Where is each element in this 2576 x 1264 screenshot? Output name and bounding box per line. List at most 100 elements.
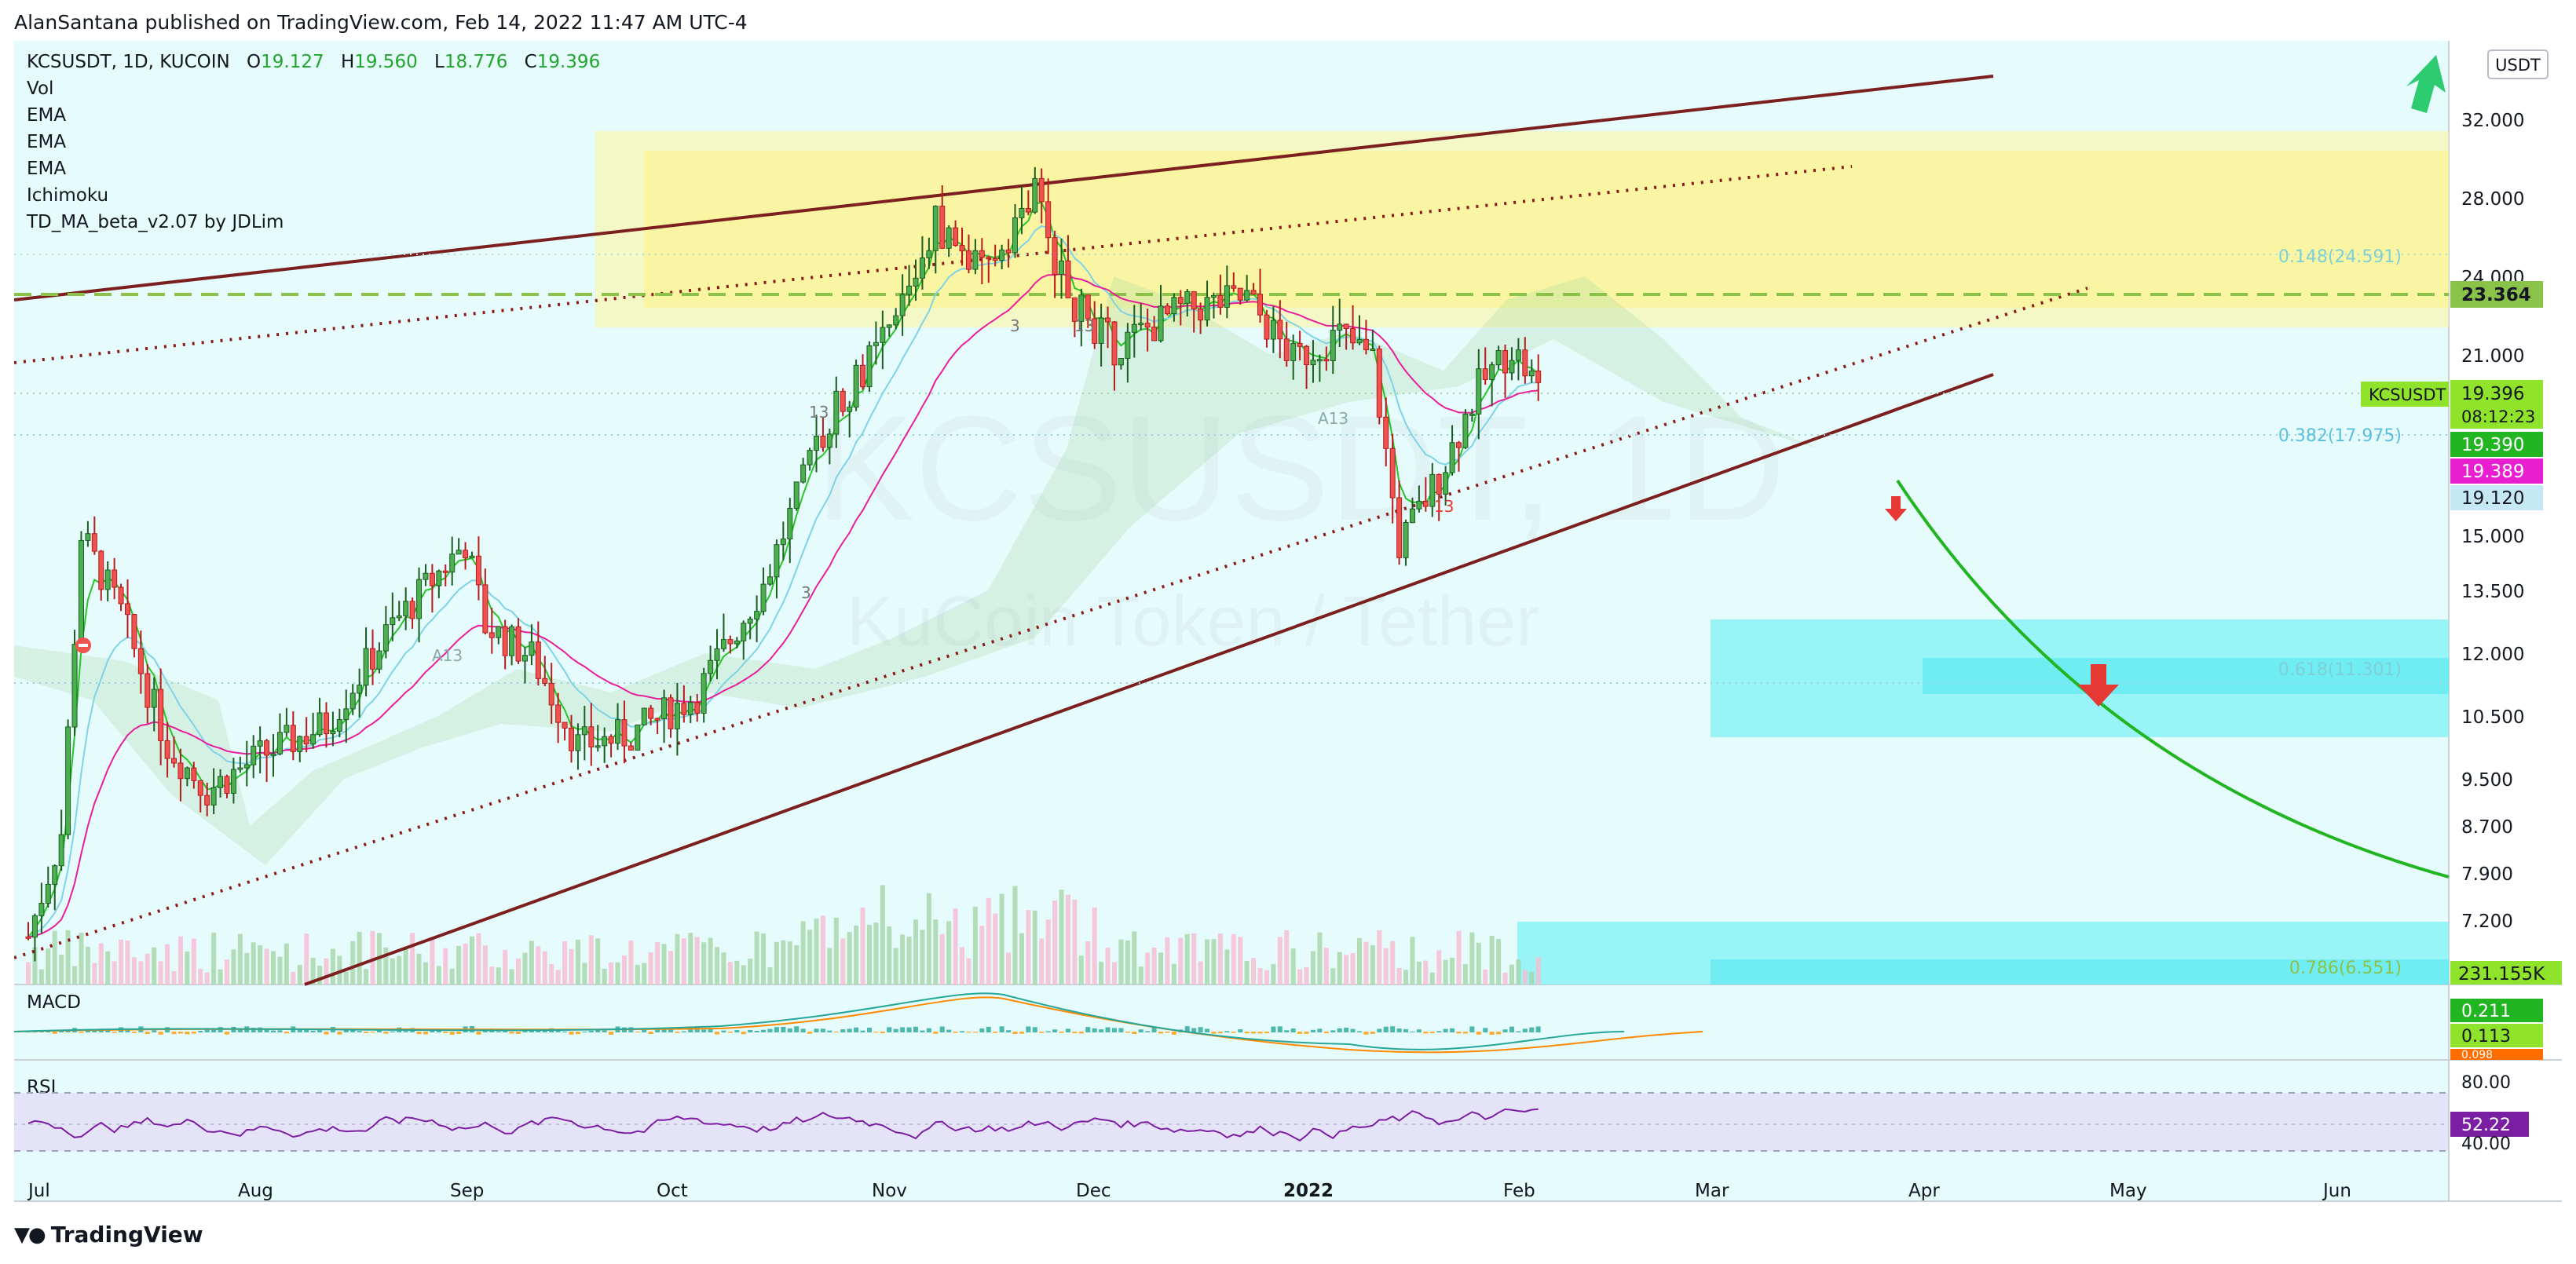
- volume-bar: [754, 931, 759, 985]
- candle-body: [953, 227, 959, 247]
- candle-body: [1204, 297, 1210, 321]
- macd-badge-3-text: 0.098: [2461, 1049, 2493, 1061]
- volume-bar: [231, 949, 236, 985]
- candle-body: [310, 734, 317, 745]
- macd-bar: [529, 1030, 534, 1032]
- volume-bar: [304, 933, 309, 985]
- price-tick: 21.000: [2461, 346, 2524, 367]
- legend-indicator[interactable]: Vol: [27, 79, 53, 99]
- candle-body: [124, 603, 130, 616]
- macd-bar: [807, 1032, 813, 1034]
- macd-bar: [1257, 1032, 1263, 1034]
- projection-curve[interactable]: [1896, 479, 2450, 879]
- down-arrow-icon: [2078, 664, 2119, 707]
- macd-bar: [827, 1030, 832, 1032]
- volume-bar: [1264, 970, 1269, 985]
- candle-body: [1535, 371, 1542, 383]
- volume-bar: [1456, 930, 1462, 985]
- candle-body: [1098, 317, 1104, 344]
- volume-bar: [542, 951, 547, 985]
- price-tick: 7.200: [2461, 911, 2513, 932]
- volume-bar: [628, 940, 634, 985]
- volume-bar: [310, 958, 316, 985]
- price-scale[interactable]: 32.000 28.000 24.000 21.000 15.000 13.50…: [2461, 111, 2524, 932]
- macd-bar: [1158, 1032, 1164, 1034]
- td-label: 3: [801, 583, 811, 602]
- candle-body: [496, 626, 502, 638]
- chart-svg[interactable]: KCSUSDT, 1D KuCoin Token / Tether A13 A1…: [14, 41, 2562, 1215]
- macd-bar: [1476, 1032, 1481, 1035]
- candle-body: [946, 227, 952, 249]
- volume-bar: [820, 915, 825, 985]
- candle-body: [463, 550, 469, 559]
- volume-bar: [1323, 948, 1329, 985]
- volume-bar: [1429, 972, 1435, 985]
- candle-body: [290, 725, 296, 752]
- volume-bar: [284, 943, 289, 985]
- candle-body: [521, 655, 528, 662]
- candle-body: [853, 364, 859, 408]
- legend-indicator[interactable]: Ichimoku: [27, 185, 108, 206]
- volume-bar: [1145, 952, 1151, 985]
- volume-bar: [38, 969, 44, 985]
- legend-h-label: H: [341, 52, 354, 72]
- volume-bar: [1132, 931, 1137, 985]
- candle-body: [171, 758, 177, 764]
- volume-bar: [1502, 972, 1508, 985]
- candle-body: [237, 767, 243, 770]
- volume-bar: [165, 944, 170, 985]
- volume-bar: [297, 964, 302, 985]
- candle-body: [1310, 360, 1316, 366]
- candle-body: [1171, 297, 1177, 315]
- chart-panel[interactable]: KCSUSDT, 1D KuCoin Token / Tether A13 A1…: [14, 41, 2562, 1215]
- time-axis[interactable]: Jul Aug Sep Oct Nov Dec 2022 Feb Mar Apr…: [27, 1181, 2351, 1201]
- legend-indicator[interactable]: EMA: [27, 159, 66, 179]
- macd-line: [14, 992, 1625, 1050]
- macd-bar: [1396, 1028, 1402, 1032]
- badge-countdown-text: 08:12:23: [2461, 407, 2535, 426]
- volume-bar: [1277, 937, 1283, 985]
- currency-button[interactable]: USDT: [2487, 49, 2549, 79]
- candle-body: [85, 533, 91, 541]
- candle-body: [284, 725, 290, 733]
- macd-bar: [946, 1029, 952, 1032]
- candle-body: [264, 740, 270, 756]
- volume-bar: [1032, 910, 1037, 985]
- volume-bar: [1026, 910, 1031, 985]
- macd-bar: [509, 1032, 514, 1034]
- cyan-zone-bottom-inner[interactable]: [1711, 959, 2449, 985]
- volume-bar: [1099, 962, 1104, 985]
- macd-bar: [482, 1031, 488, 1032]
- candle-body: [1270, 320, 1276, 340]
- macd-bar: [198, 1030, 203, 1032]
- volume-bar: [410, 933, 415, 985]
- candle-body: [1462, 413, 1469, 448]
- upper-trendline[interactable]: [14, 75, 1994, 301]
- time-tick: May: [2109, 1181, 2147, 1201]
- candle-body: [648, 707, 654, 719]
- cyan-zone-inner[interactable]: [1923, 658, 2449, 694]
- macd-bar: [1165, 1032, 1170, 1033]
- upper-dotted-trendline[interactable]: [14, 165, 1853, 364]
- legend-indicator[interactable]: EMA: [27, 132, 66, 152]
- legend-indicator[interactable]: EMA: [27, 105, 66, 126]
- legend-indicator[interactable]: TD_MA_beta_v2.07 by JDLim: [26, 212, 284, 232]
- lower-trendline[interactable]: [304, 373, 1994, 986]
- macd-bar: [999, 1026, 1004, 1032]
- volume-bar: [1244, 961, 1250, 985]
- candle-body: [654, 718, 660, 721]
- volume-bar: [1052, 901, 1058, 985]
- volume-bar: [1297, 969, 1303, 985]
- macd-bar: [1450, 1028, 1455, 1032]
- volume-bar: [1317, 932, 1323, 985]
- volume-bar: [131, 957, 137, 985]
- footer-brand: TradingView: [50, 1222, 203, 1248]
- chart-legend[interactable]: KCSUSDT, 1D, KUCOIN O19.127 H19.560 L18.…: [26, 52, 600, 232]
- macd-bar: [324, 1032, 329, 1035]
- macd-bar: [648, 1032, 653, 1035]
- volume-bar: [98, 943, 104, 985]
- volume-bar: [145, 953, 150, 985]
- macd-bar: [304, 1029, 309, 1032]
- macd-bar: [993, 1032, 998, 1033]
- volume-bar: [1357, 937, 1363, 985]
